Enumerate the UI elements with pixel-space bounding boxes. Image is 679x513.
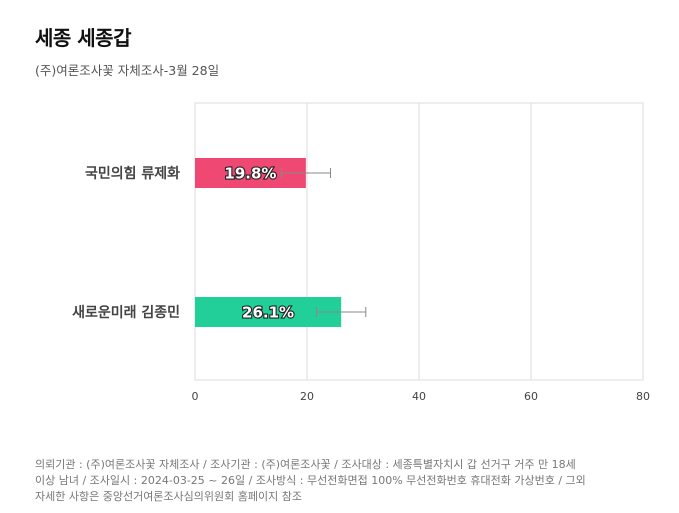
chart-subtitle: (주)여론조사꽃 자체조사-3월 28일	[35, 63, 220, 78]
error-bar	[280, 168, 332, 178]
chart-title: 세종 세종갑	[35, 26, 131, 50]
bar-value-label: 26.1%	[242, 304, 294, 322]
footnote-line: 자세한 사항은 중앙선거여론조사심의위원회 홈페이지 참조	[35, 490, 302, 503]
x-tick-label: 60	[524, 390, 538, 403]
x-tick-label: 40	[412, 390, 426, 403]
bars: 19.8% 26.1%	[195, 158, 367, 327]
x-tick-label: 0	[192, 390, 199, 403]
survey-footnote: 의뢰기관 : (주)여론조사꽃 자체조사 / 조사기관 : (주)여론조사꽃 /…	[35, 457, 645, 505]
gridlines	[306, 103, 532, 380]
x-tick-label: 20	[300, 390, 314, 403]
bar-value-label: 19.8%	[224, 165, 276, 183]
x-tick-label: 80	[636, 390, 650, 403]
x-axis-ticks: 0 20 40 60 80	[192, 390, 651, 403]
error-bar	[316, 307, 367, 317]
footnote-line: 이상 남녀 / 조사일시 : 2024-03-25 ~ 26일 / 조사방식 :…	[35, 474, 586, 487]
category-label: 새로운미래 김종민	[72, 304, 180, 321]
footnote-line: 의뢰기관 : (주)여론조사꽃 자체조사 / 조사기관 : (주)여론조사꽃 /…	[35, 458, 576, 471]
category-label: 국민의힘 류제화	[85, 165, 180, 182]
